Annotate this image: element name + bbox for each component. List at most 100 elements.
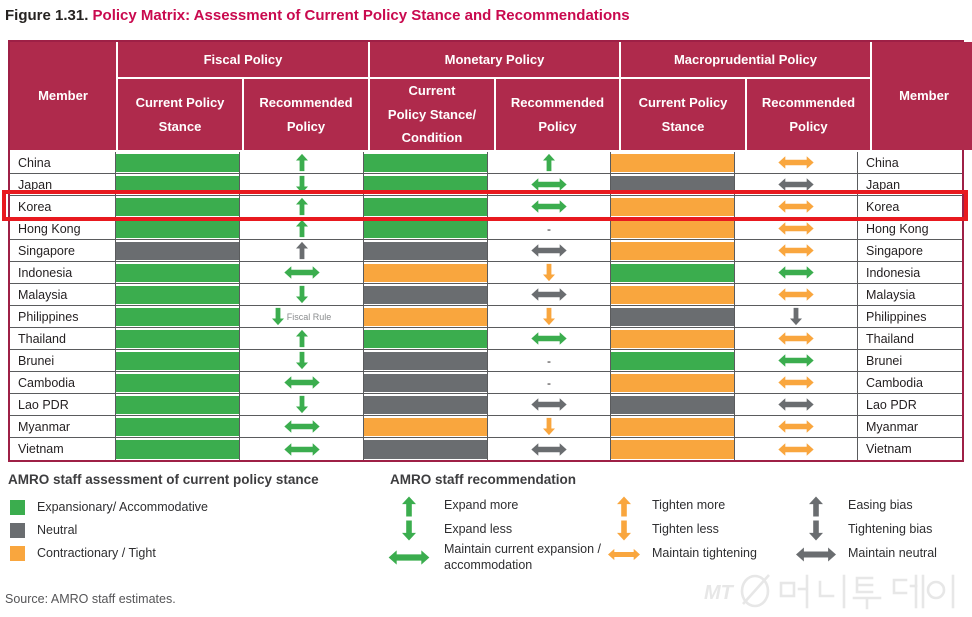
stance-fill-wrap [364,350,487,371]
member-label: Korea [858,196,962,217]
stance-fill-green [116,439,239,459]
cell-fill [611,174,735,195]
cell-down [488,416,611,437]
member-label: Thailand [10,328,116,349]
legend-item-label: Easing bias [848,498,913,513]
figure-number: Figure 1.31. [5,7,89,24]
legend-item-label: Tighten less [652,522,719,537]
figure-title: Figure 1.31. Policy Matrix: Assessment o… [5,7,630,24]
stance-fill-wrap [364,306,487,327]
stance-fill-green [364,153,487,172]
up-arrow-icon [295,197,308,216]
stance-fill-orange [611,417,734,436]
cell-down [488,262,611,283]
stance-fill-wrap [364,438,487,460]
cell-down [735,306,858,327]
stance-fill-orange [611,153,734,172]
member-label: Vietnam [858,438,962,460]
sub-header: Recommended Policy [496,79,619,150]
table-row: Indonesia Indonesia [10,262,962,284]
member-label: Lao PDR [10,394,116,415]
down-arrow-icon [543,307,555,326]
cell-lr [735,240,858,261]
legend-item-label: Maintain tightening [652,546,757,561]
cell-lr [735,438,858,460]
stance-fill-green [116,219,239,238]
group-header-macroprudential-policy: Macroprudential Policy [621,42,870,77]
stance-fill-wrap [611,262,734,283]
down-arrow-icon [543,417,555,436]
stance-fill-orange [611,219,734,238]
cell-lr [488,438,611,460]
legend-item: Easing bias [796,494,971,518]
legend-arrow-box [796,546,836,562]
sub-header: Recommended Policy [244,79,368,150]
stance-fill-wrap [611,394,734,415]
legend-item-label: Expand more [444,498,519,513]
cell-down: Fiscal Rule [240,306,364,327]
member-label: Malaysia [858,284,962,305]
legend-assessment: Expansionary/ Accommodative Neutral Contra… [10,496,380,565]
watermark-circle-icon [740,574,770,608]
down-arrow-icon [271,307,284,326]
cell-fill [364,218,488,239]
stance-fill-wrap [116,196,239,217]
stance-fill-wrap [364,174,487,195]
cell-lr [735,218,858,239]
stance-fill-orange [364,417,487,436]
stance-fill-green [116,153,239,172]
up-arrow-icon [295,241,308,260]
legend-swatch-green [10,500,25,515]
cell-fill [116,152,240,173]
stance-fill-wrap [364,262,487,283]
left-right-arrow-icon [778,288,814,301]
policy-matrix-table: Member Fiscal Policy Current Policy Stance… [8,40,972,462]
legend-item-label: Tightening bias [848,522,933,537]
legend-item: Contractionary / Tight [10,542,380,565]
cell-fill [611,328,735,349]
stance-fill-wrap [364,196,487,217]
watermark-korean-text [779,574,955,610]
stance-fill-wrap [611,416,734,437]
member-label: Singapore [10,240,116,261]
cell-fill [364,284,488,305]
cell-fill [364,394,488,415]
sub-header: Current Policy Stance [621,79,745,150]
stance-fill-wrap [611,218,734,239]
left-right-arrow-icon [283,376,320,389]
stance-fill-wrap [611,196,734,217]
cell-lr [488,328,611,349]
left-right-arrow-icon [531,244,567,257]
cell-lr [735,196,858,217]
left-right-arrow-icon [531,332,567,345]
member-label: Philippines [10,306,116,327]
stance-fill-wrap [116,240,239,261]
down-arrow-icon [295,285,308,304]
member-label: Myanmar [858,416,962,437]
column-header-member-left: Member [10,42,116,150]
legend-recommendation-col-green: Expand more Expand less Maintain current e… [386,494,636,573]
table-body: China China Japan Japan Korea Korea Hong Kong -… [10,152,962,460]
legend-arrow-box [386,519,432,542]
cell-fill [611,306,735,327]
cell-lr [488,240,611,261]
member-label: Philippines [858,306,962,327]
stance-fill-wrap [364,284,487,305]
stance-fill-gray [116,241,239,260]
stance-fill-wrap [364,240,487,261]
table-row: China China [10,152,962,174]
stance-fill-wrap [116,262,239,283]
left-right-arrow-icon [778,222,814,235]
member-label: Thailand [858,328,962,349]
cell-down [488,306,611,327]
legend-item-label: Tighten more [652,498,726,513]
legend-arrow-box [796,519,836,542]
stance-fill-wrap [116,416,239,437]
stance-fill-orange [611,373,734,392]
legend-recommendation-heading: AMRO staff recommendation [390,472,577,487]
cell-fill [611,372,735,393]
member-label: Vietnam [10,438,116,460]
stance-fill-green [116,395,239,414]
legend-item: Tighten more [608,494,798,518]
cell-fill [364,416,488,437]
